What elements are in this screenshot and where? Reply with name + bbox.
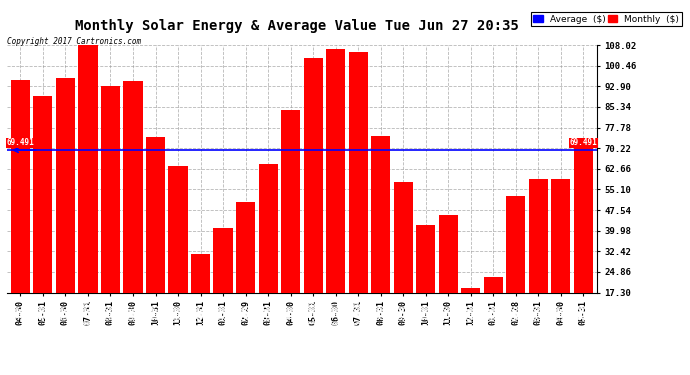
Bar: [416, 225, 435, 340]
Bar: [371, 136, 391, 340]
Text: 69.491: 69.491: [6, 138, 34, 147]
Bar: [506, 195, 525, 340]
Bar: [191, 254, 210, 340]
Text: 42.118: 42.118: [421, 305, 431, 333]
Bar: [11, 80, 30, 340]
Bar: [168, 166, 188, 340]
Bar: [124, 81, 143, 340]
Legend: Average  ($), Monthly  ($): Average ($), Monthly ($): [531, 12, 682, 26]
Text: 57.834: 57.834: [399, 305, 408, 333]
Text: 92.926: 92.926: [106, 305, 115, 333]
Text: 89.450: 89.450: [39, 305, 48, 333]
Text: 94.941: 94.941: [128, 305, 137, 333]
Text: 52.846: 52.846: [511, 305, 520, 333]
Bar: [56, 78, 75, 340]
Text: 72.154: 72.154: [579, 305, 588, 333]
Text: 59.022: 59.022: [556, 305, 565, 333]
Bar: [259, 164, 277, 340]
Bar: [393, 182, 413, 340]
Text: 74.127: 74.127: [151, 305, 160, 333]
Bar: [439, 215, 457, 340]
Text: 64.515: 64.515: [264, 305, 273, 333]
Text: Monthly Solar Energy & Average Value Tue Jun 27 20:35: Monthly Solar Energy & Average Value Tue…: [75, 19, 519, 33]
Bar: [348, 52, 368, 340]
Bar: [304, 58, 323, 340]
Text: 84.163: 84.163: [286, 305, 295, 333]
Bar: [79, 45, 97, 340]
Text: 19.075: 19.075: [466, 305, 475, 333]
Bar: [484, 278, 503, 340]
Text: 74.769: 74.769: [376, 305, 385, 333]
Text: 63.823: 63.823: [173, 305, 183, 333]
Text: 40.933: 40.933: [219, 305, 228, 333]
Text: 108.022: 108.022: [83, 300, 92, 333]
Bar: [146, 138, 165, 340]
Bar: [281, 110, 300, 340]
Text: 95.372: 95.372: [16, 305, 25, 333]
Text: 103.188: 103.188: [308, 300, 317, 333]
Bar: [213, 228, 233, 340]
Bar: [236, 202, 255, 340]
Text: 96.002: 96.002: [61, 305, 70, 333]
Text: 105.469: 105.469: [354, 300, 363, 333]
Text: 69.491: 69.491: [569, 138, 598, 147]
Bar: [461, 288, 480, 340]
Bar: [529, 179, 548, 340]
Text: 22.805: 22.805: [489, 305, 497, 333]
Bar: [551, 178, 571, 340]
Text: 58.776: 58.776: [534, 305, 543, 333]
Text: Copyright 2017 Cartronics.com: Copyright 2017 Cartronics.com: [7, 38, 141, 46]
Bar: [101, 86, 120, 340]
Text: 106.731: 106.731: [331, 300, 340, 333]
Bar: [33, 96, 52, 340]
Text: 31.442: 31.442: [196, 305, 205, 333]
Bar: [326, 48, 345, 340]
Text: 45.716: 45.716: [444, 305, 453, 333]
Text: 50.549: 50.549: [241, 305, 250, 333]
Bar: [574, 143, 593, 340]
